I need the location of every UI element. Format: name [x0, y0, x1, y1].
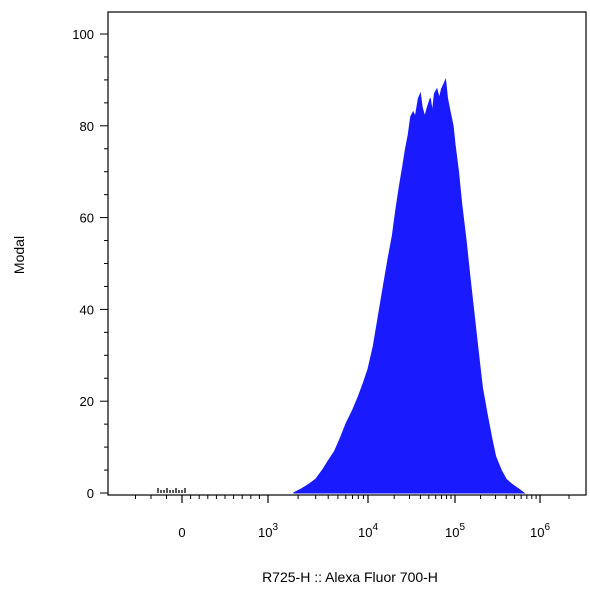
y-tick-label: 40: [80, 302, 94, 317]
x-tick-label: 105: [445, 522, 465, 540]
y-tick-label: 20: [80, 394, 94, 409]
x-axis: 0 103 104 105 106: [135, 495, 570, 540]
plot-frame: [107, 11, 587, 496]
series-layer: [157, 77, 526, 494]
histogram-area-0: [293, 77, 526, 494]
x-tick-label: 104: [358, 522, 378, 540]
y-tick-label: 100: [72, 27, 94, 42]
y-axis-title: Modal: [11, 236, 27, 274]
y-tick-label: 80: [80, 119, 94, 134]
x-tick-label: 0: [178, 525, 185, 540]
y-tick-label: 60: [80, 211, 94, 226]
x-tick-label: 106: [530, 522, 550, 540]
x-axis-title: R725-H :: Alexa Fluor 700-H: [262, 569, 438, 585]
x-tick-label: 103: [258, 522, 278, 540]
y-tick-label: 0: [87, 486, 94, 501]
y-axis: 0 20 40 60 80 100: [72, 27, 108, 501]
